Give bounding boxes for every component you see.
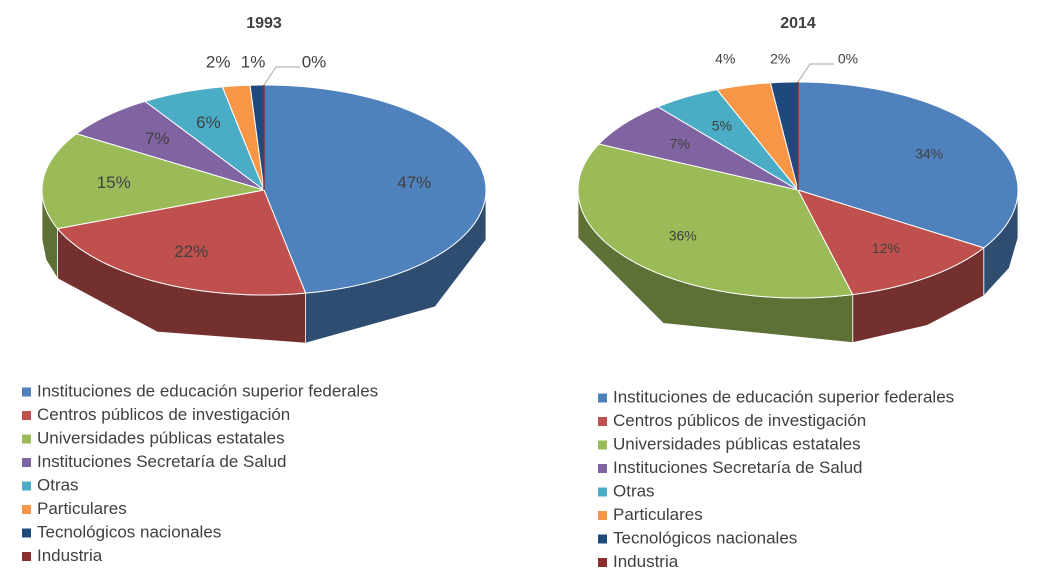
data-label: 12% [872, 240, 900, 256]
legend-label: Industria [37, 546, 103, 565]
chart-title: 2014 [780, 15, 816, 32]
data-label: 2% [770, 51, 790, 67]
legend-label: Otras [37, 475, 79, 494]
data-label: 34% [915, 145, 943, 161]
data-label: 7% [670, 136, 690, 152]
legend-label: Instituciones de educación superior fede… [37, 381, 378, 400]
legend-label: Instituciones de educación superior fede… [613, 387, 954, 406]
data-label: 15% [97, 173, 131, 192]
leader-line [263, 66, 300, 86]
data-label: 0% [302, 52, 327, 71]
legend-swatch [598, 393, 607, 403]
pie-slice [577, 143, 854, 299]
legend-label: Instituciones Secretaría de Salud [37, 452, 286, 471]
legend-swatch [22, 411, 31, 420]
legend-swatch [22, 458, 31, 467]
legend-label: Instituciones Secretaría de Salud [613, 458, 862, 477]
legend-label: Centros públicos de investigación [37, 405, 290, 424]
legend-swatch [22, 434, 31, 444]
data-label: 0% [838, 51, 858, 67]
data-label: 1% [241, 52, 266, 71]
data-label: 47% [397, 173, 431, 192]
data-label: 2% [206, 52, 231, 71]
legend-swatch [22, 505, 31, 514]
chart-title: 1993 [246, 15, 282, 32]
data-label: 4% [715, 51, 735, 67]
pie-slice [56, 189, 307, 296]
legend-swatch [22, 528, 31, 538]
pie-slice [769, 81, 799, 191]
legend-label: Universidades públicas estatales [37, 428, 285, 447]
legend-swatch [22, 552, 31, 561]
legend-swatch [598, 511, 607, 520]
pie-slice [796, 189, 985, 296]
pie-slice [263, 84, 487, 294]
data-label: 22% [174, 242, 208, 261]
pie-slice [797, 81, 1019, 249]
legend-swatch [598, 534, 607, 544]
legend-label: Universidades públicas estatales [613, 434, 861, 453]
pie-slice [221, 84, 265, 191]
legend-label: Particulares [37, 499, 127, 518]
data-label: 5% [712, 117, 732, 133]
legend-label: Otras [613, 481, 655, 500]
legend-label: Centros públicos de investigación [613, 411, 866, 430]
pie-slice [143, 86, 266, 192]
legend-swatch [22, 481, 31, 491]
pie-slice [41, 133, 265, 230]
pie-slice [656, 89, 799, 191]
legend-label: Tecnológicos nacionales [613, 528, 797, 547]
legend-swatch [598, 464, 607, 473]
data-label: 7% [145, 129, 170, 148]
legend-label: Particulares [613, 505, 703, 524]
legend-swatch [598, 558, 607, 567]
legend-label: Industria [613, 552, 679, 571]
legend-label: Tecnológicos nacionales [37, 522, 221, 541]
leader-line [797, 63, 834, 83]
legend-swatch [22, 387, 31, 397]
legend-swatch [598, 440, 607, 450]
pie-slice [716, 82, 799, 191]
pie-slice [597, 106, 799, 191]
data-label: 6% [196, 113, 221, 132]
legend-swatch [598, 487, 607, 497]
legend-swatch [598, 417, 607, 426]
pie-slice [75, 100, 265, 191]
data-label: 36% [669, 228, 697, 244]
